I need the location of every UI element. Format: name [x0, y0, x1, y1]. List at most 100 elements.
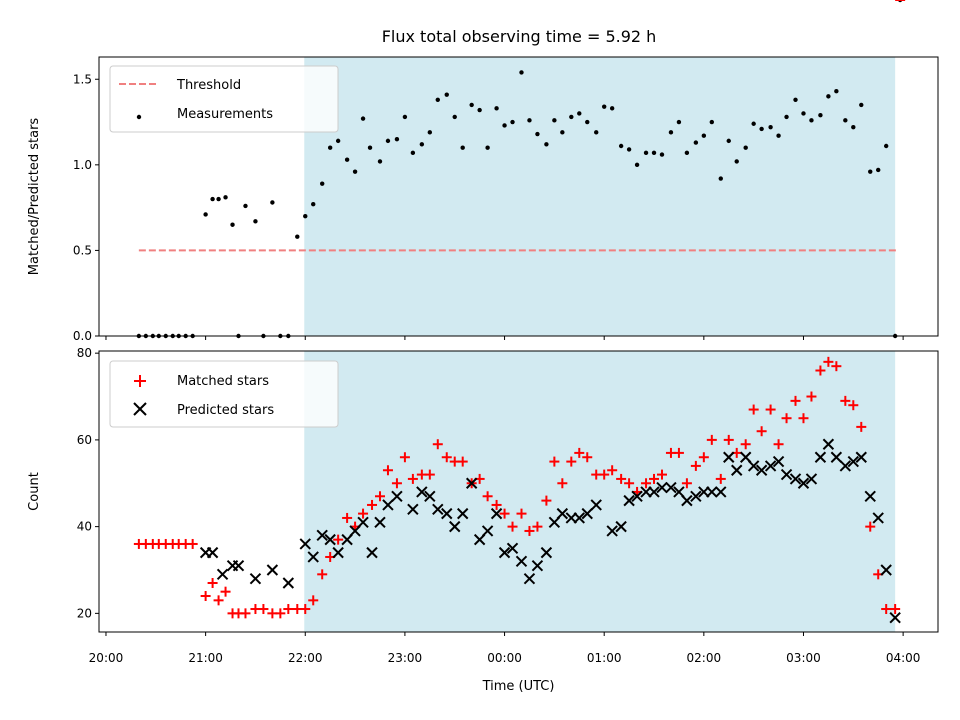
- matched-star-point: [798, 413, 809, 424]
- predicted-star-point: [880, 564, 892, 576]
- predicted-star-point: [307, 551, 319, 563]
- matched-star-point: [781, 413, 792, 424]
- predicted-star-point: [606, 525, 618, 537]
- measurement-point: [759, 126, 764, 132]
- measurement-point: [452, 114, 457, 120]
- threshold-legend-label: Threshold: [176, 78, 241, 93]
- predicted-star-point: [847, 455, 860, 468]
- predicted-star-point: [772, 455, 785, 468]
- measurement-point: [876, 167, 881, 173]
- measurement-point: [594, 130, 599, 135]
- measurement-point: [801, 111, 806, 116]
- measurement-point: [367, 145, 373, 150]
- predicted-star-point: [498, 546, 511, 559]
- measurement-point: [510, 119, 515, 125]
- matched-star-point: [207, 577, 218, 588]
- x-tick-label: 03:00: [786, 651, 821, 665]
- measurement-point: [477, 107, 482, 113]
- x-tick-label: 02:00: [687, 651, 722, 665]
- measurement-point: [784, 114, 789, 120]
- predicted-star-point: [506, 542, 519, 555]
- matched-star-point: [790, 395, 801, 406]
- measurement-point: [843, 118, 848, 123]
- predicted-star-point: [424, 490, 436, 502]
- measurements-legend-label: Measurements: [177, 107, 273, 122]
- matched-star-point: [723, 434, 734, 445]
- predicted-star-point: [374, 516, 386, 528]
- matched-star-point: [424, 469, 435, 480]
- measurement-point: [734, 159, 739, 164]
- matched-star-point: [823, 356, 834, 367]
- matched-star-point: [200, 591, 211, 602]
- top-observing-span: [304, 57, 896, 336]
- measurement-point: [352, 169, 358, 174]
- matched-star-point: [840, 395, 851, 406]
- matched-star-point: [391, 478, 402, 489]
- matched-stars-legend-label: Matched stars: [177, 374, 269, 389]
- measurement-point: [527, 118, 532, 123]
- predicted-star-point: [515, 555, 528, 568]
- matched-star-point: [806, 391, 817, 402]
- predicted-star-point: [449, 520, 461, 533]
- matched-star-point: [258, 604, 269, 615]
- top-y-tick-label: 1.5: [73, 72, 92, 86]
- measurement-point: [519, 70, 524, 75]
- measurement-point: [253, 219, 258, 224]
- measurement-point: [295, 234, 300, 239]
- measurement-point: [883, 143, 889, 149]
- measurement-point: [419, 142, 425, 147]
- predicted-star-point: [581, 507, 593, 520]
- measurement-point: [776, 133, 781, 138]
- measurement-point: [751, 121, 756, 126]
- measurement-point: [868, 169, 873, 174]
- matched-star-point: [890, 604, 901, 615]
- measurement-point: [834, 89, 839, 94]
- measurement-point: [668, 130, 674, 135]
- predicted-star-point: [822, 438, 835, 450]
- measurement-point: [377, 159, 383, 164]
- matched-star-point: [681, 478, 692, 489]
- measurement-point: [485, 145, 490, 150]
- measurement-point: [243, 203, 248, 209]
- bottom-x-ticks: 20:00 21:00 22:00 23:00 00:00 01:00 02:00 03:00…: [89, 632, 921, 665]
- top-x-ticks: [105, 336, 904, 340]
- predicted-star-point: [523, 572, 536, 585]
- matched-star-point: [815, 365, 826, 376]
- predicted-star-point: [814, 451, 827, 463]
- matched-star-point: [566, 456, 577, 467]
- measurement-point: [826, 94, 831, 99]
- measurement-point: [402, 114, 408, 120]
- top-y-tick-label: 0.0: [73, 329, 92, 343]
- measurement-point: [460, 145, 465, 150]
- top-panel: 0.0 0.5 1.0 1.5 Matched/Predicted stars Thr…: [27, 0, 939, 343]
- matched-star-point: [673, 447, 684, 458]
- matched-star-point: [317, 569, 328, 580]
- predicted-star-point: [830, 451, 843, 463]
- top-y-tick-label: 1.0: [73, 158, 92, 172]
- matched-star-point: [367, 499, 378, 510]
- measurement-point: [270, 200, 275, 205]
- measurement-point: [643, 150, 649, 156]
- measurement-point: [684, 150, 690, 156]
- count-points: [133, 0, 906, 624]
- matched-star-point: [706, 434, 717, 445]
- measurement-point: [335, 138, 341, 144]
- x-tick-label: 20:00: [89, 651, 124, 665]
- chart-title: Flux total observing time = 5.92 h: [382, 27, 657, 46]
- x-tick-label: 04:00: [886, 651, 921, 665]
- predicted-star-point: [465, 477, 478, 489]
- predicted-star-point: [432, 503, 444, 515]
- measurement-point: [210, 196, 215, 202]
- predicted-star-point: [481, 525, 494, 537]
- predicted-star-point: [889, 611, 901, 624]
- matched-star-point: [342, 512, 353, 523]
- x-tick-label: 21:00: [188, 651, 223, 665]
- predicted-star-point: [780, 468, 793, 481]
- predicted-star-point: [316, 529, 328, 542]
- predicted-star-point: [789, 473, 802, 485]
- bot-y-tick-label: 20: [77, 606, 92, 620]
- matched-star-point: [240, 608, 251, 619]
- matched-star-point: [382, 465, 393, 476]
- matched-star-point: [358, 508, 369, 519]
- predicted-star-point: [690, 490, 702, 502]
